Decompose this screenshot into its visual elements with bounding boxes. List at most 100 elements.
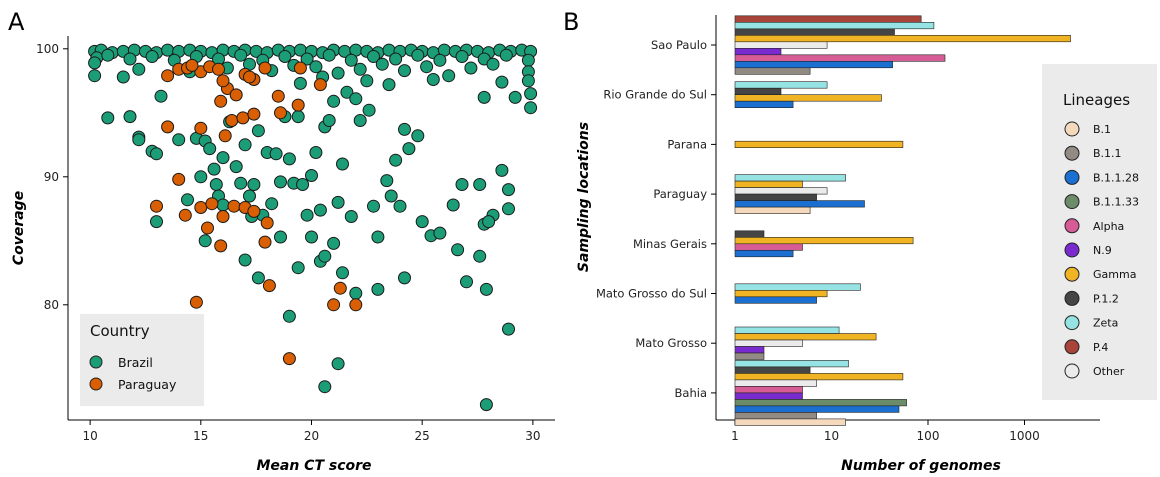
legend-label-n-9: N.9	[1093, 244, 1112, 257]
point-brazil	[216, 151, 230, 165]
point-brazil	[398, 64, 411, 78]
x-tick-label-b: 100	[917, 429, 940, 443]
legend-marker-p-4	[1064, 339, 1080, 355]
x-tick-label: 20	[304, 429, 319, 443]
point-paraguay	[212, 62, 225, 76]
point-brazil	[349, 286, 363, 300]
point-paraguay	[313, 78, 327, 92]
legend-background-b	[1042, 64, 1157, 400]
bar-b-1-1	[734, 67, 811, 75]
point-paraguay	[225, 114, 239, 127]
bar-b-1-1-28	[734, 200, 865, 208]
legend-marker-b-1	[1064, 121, 1080, 137]
point-brazil	[482, 215, 496, 229]
point-brazil	[300, 52, 314, 66]
bar-b-1-1-28	[734, 296, 817, 304]
point-paraguay	[247, 204, 261, 218]
point-brazil	[336, 266, 349, 280]
point-brazil	[172, 133, 186, 147]
scatter-legend: Country Brazil Paraguay	[80, 314, 204, 406]
point-brazil	[293, 76, 307, 90]
point-paraguay	[161, 69, 175, 83]
point-brazil	[344, 210, 358, 223]
point-brazil	[336, 157, 349, 171]
point-brazil	[181, 193, 194, 207]
bar-p-1-2	[734, 193, 817, 201]
bar-alpha	[734, 54, 946, 62]
point-brazil	[411, 129, 425, 143]
point-brazil	[209, 178, 223, 191]
point-paraguay	[236, 111, 250, 125]
point-brazil	[154, 89, 168, 103]
point-brazil	[502, 183, 515, 197]
category-label: Minas Gerais	[633, 237, 707, 251]
point-brazil	[495, 163, 509, 177]
legend-label-b-1-1-33: B.1.1.33	[1093, 196, 1139, 209]
bar-b-1	[734, 206, 811, 214]
category-label: Paraguay	[653, 187, 707, 201]
point-paraguay	[194, 121, 208, 135]
point-paraguay	[258, 61, 272, 75]
point-brazil	[300, 208, 314, 222]
point-brazil	[101, 48, 115, 62]
point-paraguay	[201, 221, 214, 235]
legend-marker-n-9	[1064, 242, 1080, 258]
bar-p-4	[734, 15, 922, 23]
point-brazil	[238, 138, 252, 152]
x-tick-label-b: 1	[731, 429, 739, 443]
legend-label-zeta: Zeta	[1093, 317, 1118, 330]
point-brazil	[269, 147, 283, 161]
point-brazil	[495, 75, 509, 89]
bar-b-1-1-28	[734, 60, 893, 69]
panel-label-b: B	[563, 8, 579, 36]
x-tick-label-b: 10	[824, 429, 839, 443]
x-tick-label: 15	[193, 429, 208, 443]
point-paraguay	[205, 197, 219, 211]
x-axis-title: Mean CT score	[256, 458, 371, 474]
point-brazil	[384, 189, 398, 203]
point-brazil	[524, 101, 538, 115]
point-brazil	[411, 48, 425, 62]
point-paraguay	[282, 352, 296, 366]
point-brazil	[479, 282, 493, 296]
point-brazil	[327, 94, 341, 108]
point-brazil	[340, 85, 354, 99]
legend-label-b-1-1-28: B.1.1.28	[1093, 171, 1139, 184]
point-brazil	[243, 189, 256, 203]
bar-gamma	[734, 140, 904, 148]
point-brazil	[278, 50, 292, 63]
bar-gamma	[734, 289, 828, 298]
bar-n-9	[734, 346, 765, 354]
bar-zeta	[734, 283, 861, 291]
bar-other	[734, 187, 828, 195]
point-brazil	[318, 249, 332, 263]
legend-label-other: Other	[1093, 365, 1125, 378]
point-brazil	[145, 50, 159, 63]
point-paraguay	[216, 210, 230, 223]
point-brazil	[88, 69, 102, 83]
point-brazil	[132, 62, 146, 76]
point-brazil	[198, 234, 212, 248]
bar-gamma	[734, 333, 877, 341]
category-label: Bahia	[675, 386, 707, 400]
bar-panel: 1 10 100 1000 Sao Paulo Rio Grande do Sul Par…	[576, 15, 1157, 474]
point-brazil	[479, 398, 493, 412]
point-brazil	[521, 53, 535, 67]
lineage-legend: Lineages B.1 B.1.1 B.1.1.28 B.1.1.33 Alpha N.…	[1042, 64, 1157, 400]
legend-marker-gamma	[1064, 266, 1080, 282]
point-brazil	[389, 153, 403, 167]
legend-label-brazil: Brazil	[118, 355, 153, 370]
legend-marker-brazil	[89, 355, 103, 369]
bar-alpha	[734, 386, 803, 394]
point-brazil	[473, 249, 487, 263]
point-brazil	[229, 160, 243, 174]
point-brazil	[420, 60, 434, 74]
bar-gamma	[734, 94, 882, 102]
point-brazil	[502, 202, 515, 216]
point-brazil	[309, 60, 323, 74]
point-brazil	[524, 87, 538, 101]
legend-marker-zeta	[1064, 315, 1080, 331]
point-brazil	[455, 178, 469, 191]
y-tick-label: 90	[44, 170, 59, 184]
